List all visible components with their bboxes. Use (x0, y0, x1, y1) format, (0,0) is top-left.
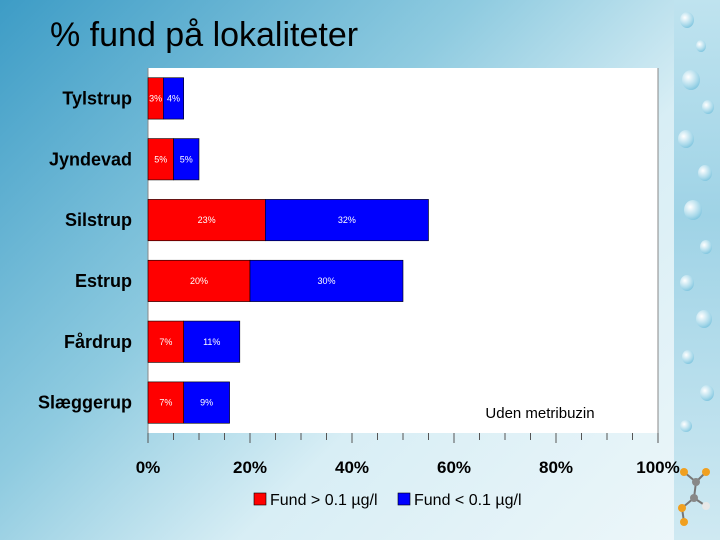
bar-segment (147, 320, 185, 363)
category-label: Jyndevad (49, 149, 132, 169)
bar-segment (183, 320, 241, 363)
category-label: Estrup (75, 271, 132, 291)
data-label: 20% (190, 276, 208, 286)
x-tick-label: 80% (539, 458, 573, 477)
legend-swatch (253, 492, 267, 506)
bar-segment (249, 259, 404, 302)
molecule-icon (678, 468, 710, 526)
x-tick-label: 0% (136, 458, 161, 477)
page-title: % fund på lokaliteter (50, 16, 359, 54)
data-label: 32% (338, 215, 356, 225)
category-label: Slæggerup (38, 393, 132, 413)
legend-swatch (397, 492, 411, 506)
legend: Fund > 0.1 µg/l Fund < 0.1 µg/l (253, 492, 522, 509)
category-label: Fårdrup (64, 332, 132, 352)
bar-segment (147, 381, 185, 424)
data-label: 23% (198, 215, 216, 225)
x-tick-label: 100% (636, 458, 679, 477)
data-label: 4% (167, 93, 180, 103)
bar-segment (173, 138, 200, 181)
annotation-label: Uden metribuzin (485, 405, 594, 422)
data-label: 7% (159, 398, 172, 408)
data-label: 7% (159, 337, 172, 347)
data-label: 5% (154, 154, 167, 164)
x-tick-label: 20% (233, 458, 267, 477)
decorative-water-strip (674, 0, 720, 540)
legend-label: Fund < 0.1 µg/l (414, 492, 522, 509)
bar-segment (147, 199, 266, 242)
bar-segment (147, 138, 174, 181)
data-label: 30% (317, 276, 335, 286)
x-tick-label: 60% (437, 458, 471, 477)
bar-segment (183, 381, 230, 424)
category-label: Tylstrup (62, 88, 132, 108)
plot-area (148, 68, 658, 433)
bar-segment (147, 259, 251, 302)
data-label: 9% (200, 398, 213, 408)
category-label: Silstrup (65, 210, 132, 230)
legend-label: Fund > 0.1 µg/l (270, 492, 378, 509)
bar-segment (264, 199, 429, 242)
data-label: 11% (203, 337, 220, 347)
data-label: 5% (180, 154, 193, 164)
data-label: 3% (149, 93, 162, 103)
bar-segment (163, 77, 185, 120)
x-tick-label: 40% (335, 458, 369, 477)
